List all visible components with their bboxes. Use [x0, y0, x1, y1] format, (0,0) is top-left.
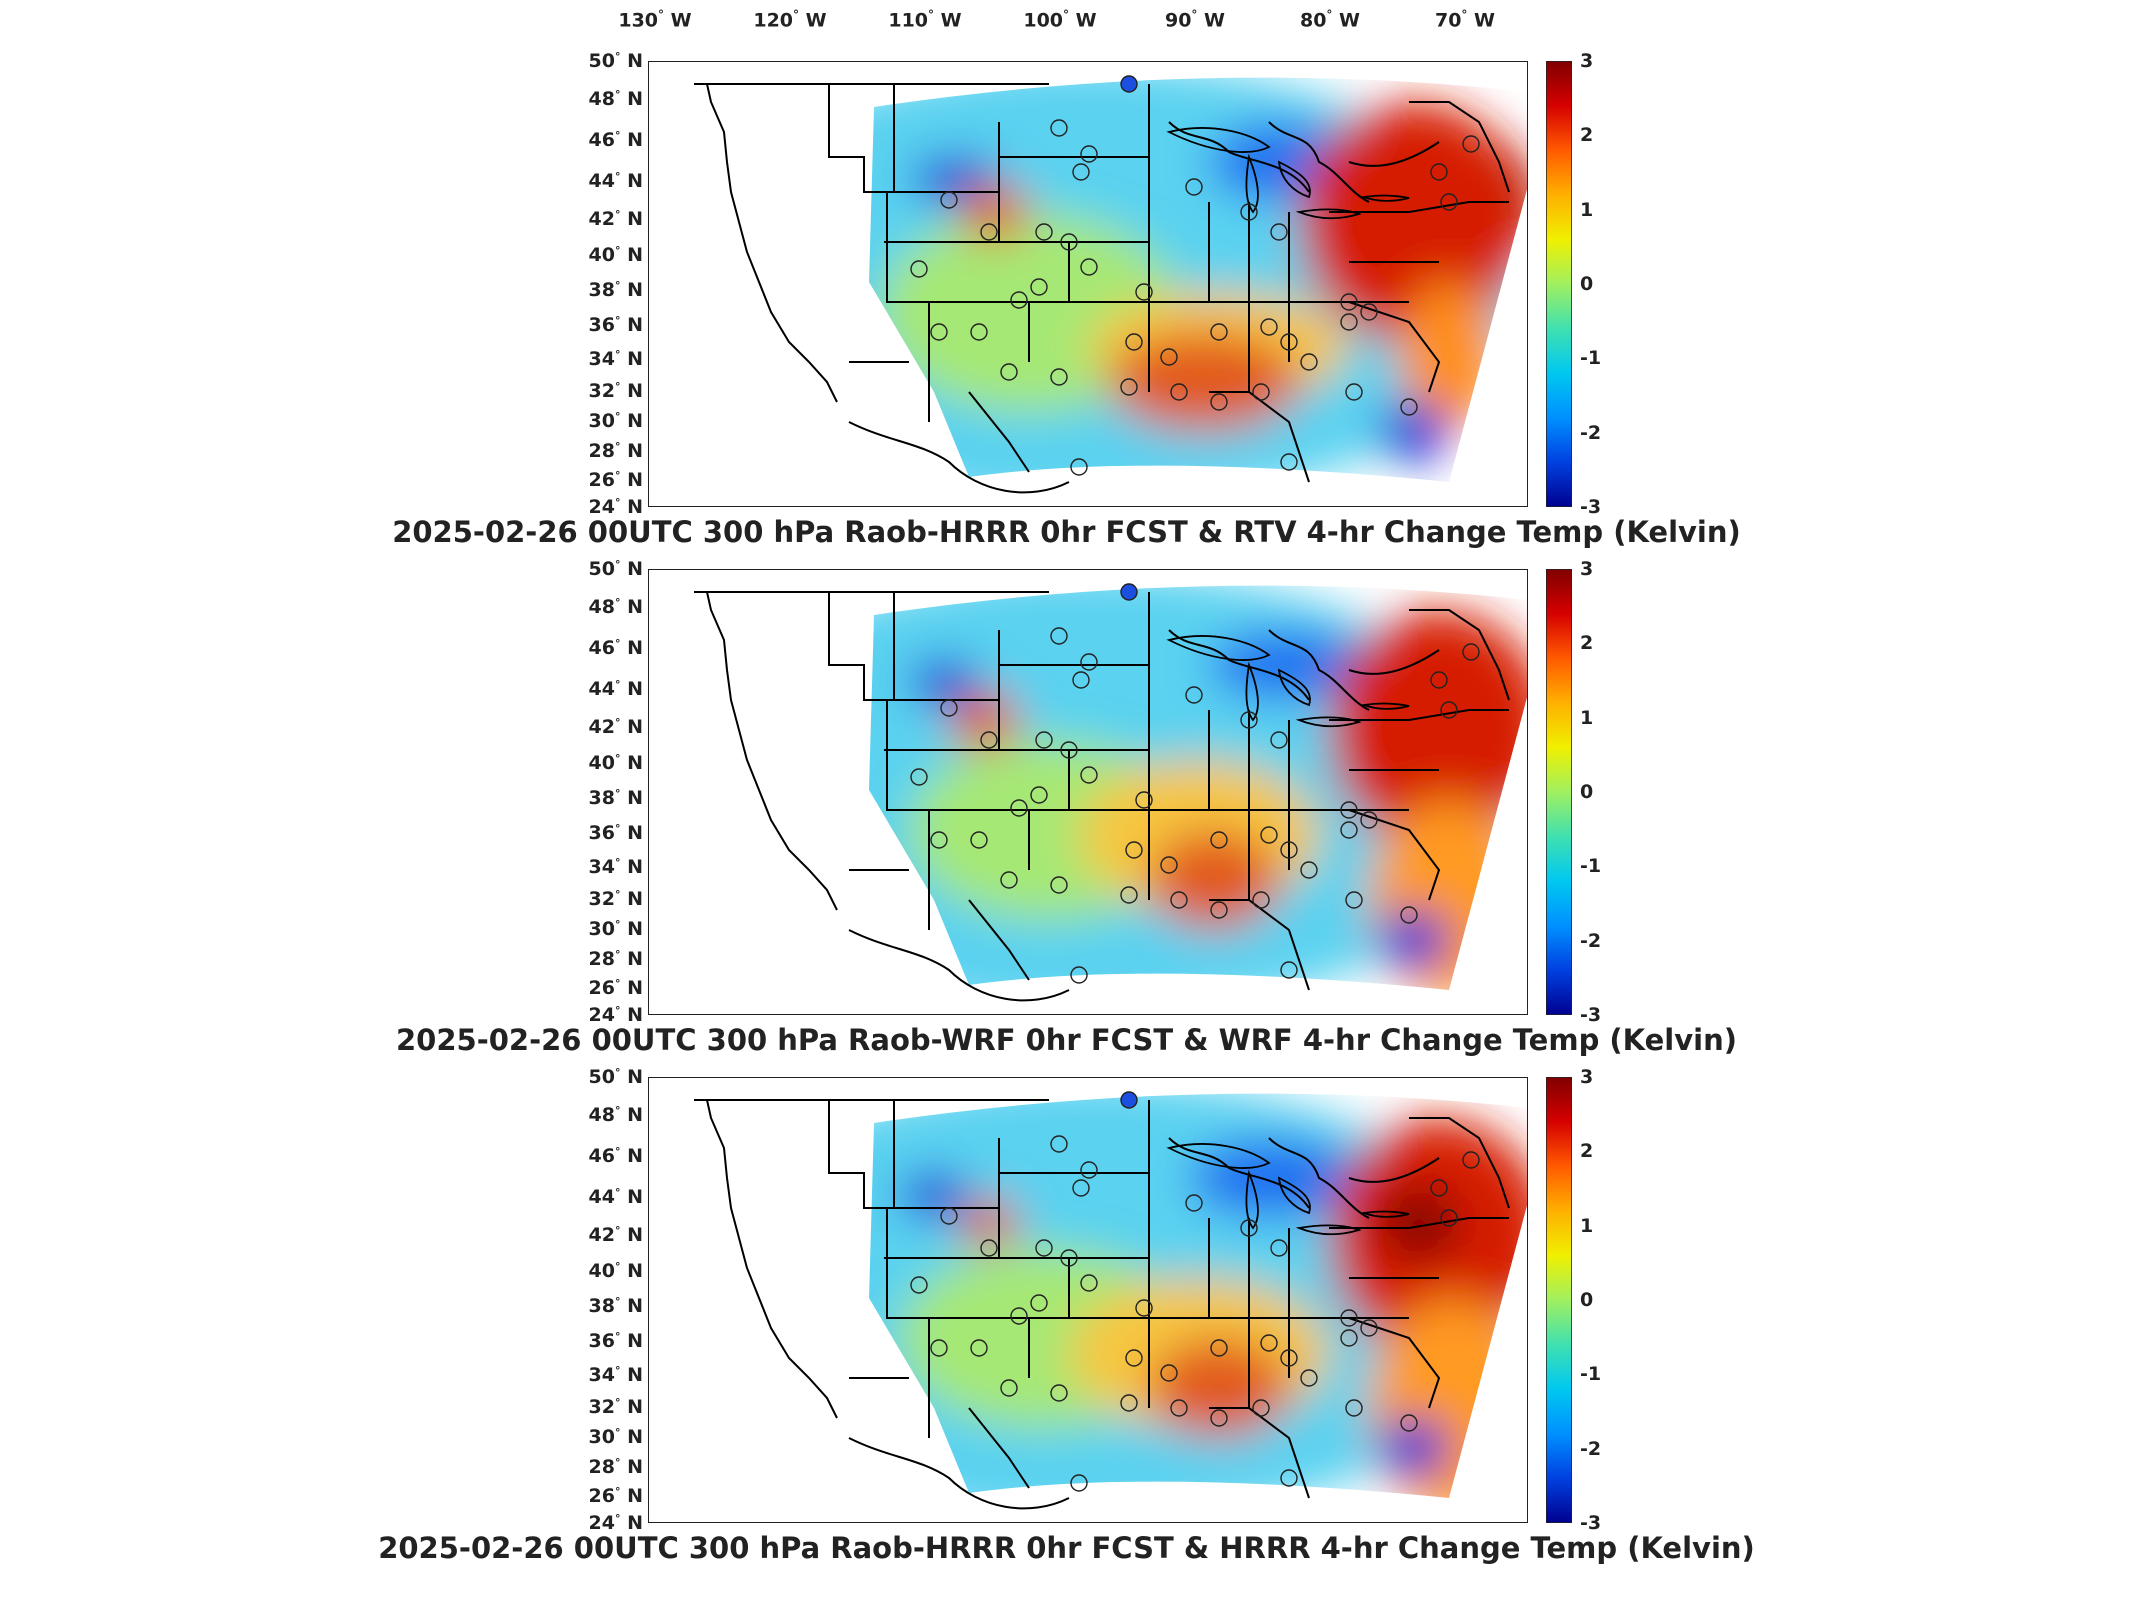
lat-label: 46° N [588, 128, 643, 152]
colorbar-tick: 0 [1580, 273, 1594, 295]
lat-label: 34° N [588, 1363, 643, 1387]
lat-label: 32° N [588, 379, 643, 403]
state-borders [694, 1099, 1510, 1510]
lat-label: 42° N [588, 207, 643, 231]
lat-label: 32° N [588, 1395, 643, 1419]
colorbar-tick: 3 [1580, 1066, 1594, 1088]
colorbar-tick: -2 [1580, 929, 1602, 952]
state-borders [694, 591, 1510, 1002]
lat-label: 48° N [588, 595, 643, 619]
lat-label: 36° N [588, 1329, 643, 1353]
map-frame [648, 1077, 1528, 1523]
colorbar-tick: 0 [1580, 781, 1594, 803]
colorbar-tick: 1 [1580, 1214, 1594, 1237]
lat-label: 34° N [588, 347, 643, 371]
lat-label: 50° N [588, 557, 643, 581]
colorbar-tick: -3 [1580, 1512, 1602, 1534]
colorbar [1546, 569, 1572, 1015]
colorbar-tick: -3 [1580, 496, 1602, 518]
lon-label: 120° W [753, 8, 827, 32]
temperature-field [869, 585, 1527, 991]
lat-label: 28° N [588, 947, 643, 971]
colorbar-tick: -2 [1580, 1437, 1602, 1460]
colorbar [1546, 61, 1572, 507]
lat-label: 48° N [588, 1103, 643, 1127]
lat-label: 30° N [588, 917, 643, 941]
lat-label: 38° N [588, 786, 643, 810]
lat-label: 32° N [588, 887, 643, 911]
colorbar-tick: -1 [1580, 855, 1602, 878]
lat-label: 48° N [588, 87, 643, 111]
lat-label: 40° N [588, 243, 643, 267]
lat-label: 44° N [588, 169, 643, 193]
lon-label: 80° W [1299, 8, 1361, 32]
lon-label: 100° W [1023, 8, 1097, 32]
colorbar-tick: 1 [1580, 198, 1594, 221]
lat-label: 30° N [588, 409, 643, 433]
lat-label: 44° N [588, 1185, 643, 1209]
lat-label: 34° N [588, 855, 643, 879]
panel-title: 2025-02-26 00UTC 300 hPa Raob-WRF 0hr FC… [395, 1023, 1737, 1057]
panel-title: 2025-02-26 00UTC 300 hPa Raob-HRRR 0hr F… [392, 515, 1741, 549]
raob-stations [910, 583, 1480, 984]
raob-stations [910, 75, 1480, 476]
lat-label: 50° N [588, 1065, 643, 1089]
lat-label: 38° N [588, 278, 643, 302]
lat-label: 26° N [588, 1484, 643, 1508]
lat-label: 36° N [588, 313, 643, 337]
great-lakes [1166, 635, 1410, 728]
lat-label: 50° N [588, 49, 643, 73]
lat-label: 24° N [588, 495, 643, 519]
lat-label: 24° N [588, 1511, 643, 1535]
lat-label: 46° N [588, 636, 643, 660]
lon-label: 110° W [888, 8, 962, 32]
lat-label: 30° N [588, 1425, 643, 1449]
lat-label: 28° N [588, 1455, 643, 1479]
lat-label: 40° N [588, 751, 643, 775]
colorbar-tick: -1 [1580, 1363, 1602, 1386]
map-frame [648, 61, 1528, 507]
colorbar-tick: 2 [1580, 1140, 1594, 1163]
great-lakes [1166, 1143, 1410, 1236]
lat-label: 44° N [588, 677, 643, 701]
lat-label: 36° N [588, 821, 643, 845]
lat-label: 40° N [588, 1259, 643, 1283]
colorbar-tick: 3 [1580, 50, 1594, 72]
lat-label: 24° N [588, 1003, 643, 1027]
colorbar-tick: -1 [1580, 347, 1602, 370]
longitude-axis: 130° W 120° W 110° W 100° W 90° W 80° W … [0, 0, 2133, 40]
colorbar-tick: 0 [1580, 1289, 1594, 1311]
map-frame [648, 569, 1528, 1015]
lat-label: 26° N [588, 468, 643, 492]
state-borders [694, 83, 1510, 494]
colorbar-tick: -2 [1580, 421, 1602, 444]
raob-stations [910, 1091, 1480, 1492]
temperature-field [869, 1093, 1527, 1499]
colorbar-tick: -3 [1580, 1004, 1602, 1026]
colorbar-tick: 2 [1580, 124, 1594, 147]
colorbar-tick: 3 [1580, 558, 1594, 580]
lat-label: 26° N [588, 976, 643, 1000]
panel-title: 2025-02-26 00UTC 300 hPa Raob-HRRR 0hr F… [378, 1531, 1755, 1565]
lon-label: 70° W [1434, 8, 1496, 32]
lat-label: 46° N [588, 1144, 643, 1168]
lat-label: 28° N [588, 439, 643, 463]
lat-label: 38° N [588, 1294, 643, 1318]
great-lakes [1166, 127, 1410, 220]
temperature-field [869, 77, 1527, 483]
colorbar-tick: 2 [1580, 632, 1594, 655]
lat-label: 42° N [588, 715, 643, 739]
lat-label: 42° N [588, 1223, 643, 1247]
lon-label: 90° W [1164, 8, 1226, 32]
lon-label: 130° W [618, 8, 692, 32]
colorbar [1546, 1077, 1572, 1523]
colorbar-tick: 1 [1580, 706, 1594, 729]
